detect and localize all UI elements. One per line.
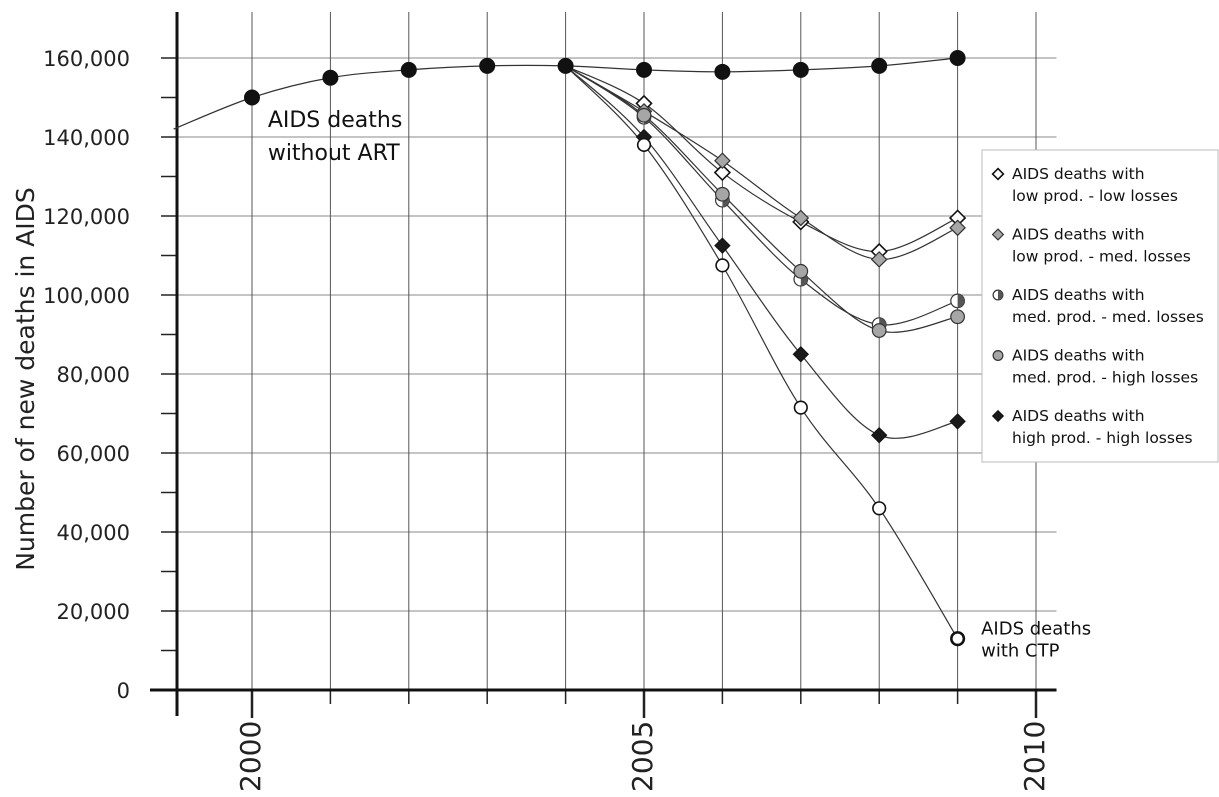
legend-label-2-0: AIDS deaths with bbox=[1012, 286, 1145, 304]
legend-marker-3 bbox=[992, 350, 1004, 361]
ctp-end-point bbox=[950, 631, 966, 647]
data-point-s0-1 bbox=[244, 89, 260, 106]
data-point-s4-3 bbox=[793, 263, 809, 279]
data-point-s0-7 bbox=[714, 63, 731, 80]
legend-label-3-1: med. prod. - high losses bbox=[1012, 369, 1198, 387]
data-point-s5-2 bbox=[714, 237, 731, 254]
annotation-0-line-0: AIDS deaths bbox=[268, 108, 402, 133]
y-tick-label: 40,000 bbox=[57, 521, 130, 545]
legend-label-4-0: AIDS deaths with bbox=[1012, 407, 1145, 425]
legend-label-0-0: AIDS deaths with bbox=[1012, 165, 1145, 183]
legend-label-1-1: low prod. - med. losses bbox=[1012, 248, 1191, 266]
y-tick-label: 0 bbox=[117, 679, 130, 703]
series-line-6 bbox=[565, 65, 959, 639]
legend-label-4-1: high prod. - high losses bbox=[1012, 429, 1193, 447]
annotation-1-line-0: AIDS deaths bbox=[981, 619, 1091, 640]
y-tick-label: 160,000 bbox=[43, 47, 130, 71]
legend-label-1-0: AIDS deaths with bbox=[1012, 226, 1145, 244]
legend-marker-4 bbox=[991, 409, 1005, 423]
data-point-s5-5 bbox=[949, 413, 966, 430]
data-point-s4-5 bbox=[950, 309, 965, 325]
y-axis-label: Number of new deaths in AIDS bbox=[11, 187, 40, 571]
legend-box bbox=[981, 149, 1219, 463]
data-point-s5-3 bbox=[792, 346, 810, 363]
annotation-0-line-1: without ART bbox=[268, 141, 400, 166]
data-point-s0-5 bbox=[557, 57, 574, 74]
data-point-s0-6 bbox=[636, 61, 652, 78]
annotation-1-line-1: with CTP bbox=[981, 641, 1059, 662]
series-line-2 bbox=[565, 65, 958, 261]
legend: AIDS deaths with low prod. - low losses AI… bbox=[981, 149, 1219, 463]
data-point-s6-2 bbox=[715, 258, 730, 273]
series-markers bbox=[244, 50, 967, 647]
data-point-s4-2 bbox=[715, 186, 730, 202]
y-tick-label: 60,000 bbox=[57, 442, 130, 466]
data-point-s6-3 bbox=[793, 400, 808, 415]
data-point-s4-4 bbox=[871, 323, 887, 338]
data-point-s2-4 bbox=[870, 251, 888, 268]
legend-label-0-1: low prod. - low losses bbox=[1012, 187, 1178, 205]
data-point-s0-3 bbox=[400, 61, 417, 78]
legend-marker-1 bbox=[991, 228, 1005, 241]
data-point-s0-10 bbox=[949, 50, 966, 66]
series-line-3 bbox=[565, 65, 958, 326]
x-tick-label: 2000 bbox=[234, 721, 267, 792]
data-point-s6-1 bbox=[636, 137, 652, 152]
y-tick-label: 120,000 bbox=[43, 205, 130, 229]
x-tick-label: 2005 bbox=[626, 721, 659, 792]
x-tick-label: 2010 bbox=[1018, 721, 1051, 792]
legend-marker-2 bbox=[992, 289, 1004, 301]
legend-label-3-0: AIDS deaths with bbox=[1012, 347, 1145, 365]
data-point-s4-1 bbox=[636, 107, 652, 123]
data-point-s0-9 bbox=[871, 57, 888, 74]
axes bbox=[150, 12, 1057, 718]
data-point-s3-5 bbox=[950, 293, 965, 309]
data-point-s2-2 bbox=[714, 152, 731, 170]
y-tick-label: 140,000 bbox=[43, 126, 130, 150]
grid bbox=[177, 12, 1057, 690]
y-tick-label: 20,000 bbox=[57, 600, 130, 624]
data-point-s1-2 bbox=[713, 163, 732, 182]
y-tick-label: 100,000 bbox=[43, 284, 130, 308]
legend-marker-0 bbox=[991, 167, 1005, 181]
tick-labels: 0 20,000 40,000 60,000 80,000 100,000 120,000 1… bbox=[11, 47, 1051, 792]
data-point-s5-4 bbox=[870, 427, 888, 444]
data-point-s0-4 bbox=[479, 57, 496, 74]
y-tick-label: 80,000 bbox=[57, 363, 130, 387]
data-point-s3-5-half bbox=[957, 294, 965, 308]
data-point-s2-3 bbox=[792, 209, 810, 227]
legend-marker-2-half bbox=[998, 290, 1003, 300]
legend-label-2-1: med. prod. - med. losses bbox=[1012, 308, 1204, 326]
series-line-1 bbox=[565, 65, 958, 253]
data-point-s6-4 bbox=[872, 501, 887, 516]
data-point-s0-2 bbox=[322, 69, 339, 86]
data-point-s2-5 bbox=[949, 219, 966, 237]
data-point-s0-8 bbox=[792, 61, 809, 78]
